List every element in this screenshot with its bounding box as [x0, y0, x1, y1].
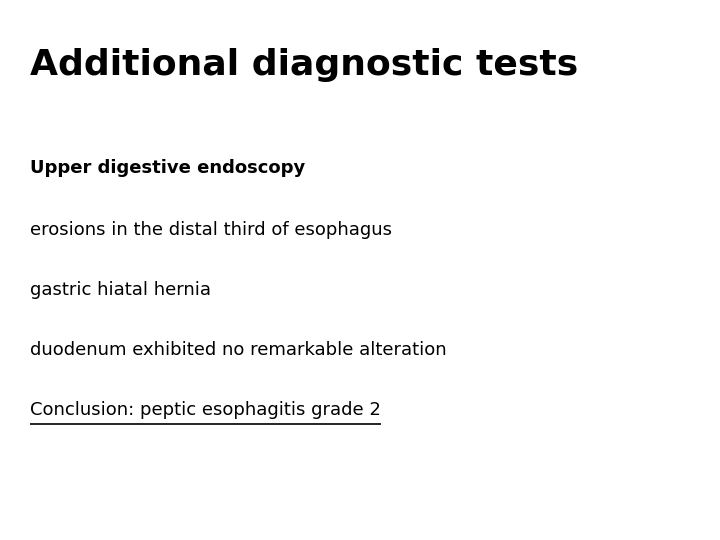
Text: erosions in the distal third of esophagus: erosions in the distal third of esophagu… — [30, 221, 392, 239]
Text: Upper digestive endoscopy: Upper digestive endoscopy — [30, 159, 305, 178]
Text: Conclusion: peptic esophagitis grade 2: Conclusion: peptic esophagitis grade 2 — [30, 401, 381, 419]
Text: Additional diagnostic tests: Additional diagnostic tests — [30, 49, 578, 82]
Text: gastric hiatal hernia: gastric hiatal hernia — [30, 281, 211, 299]
Text: duodenum exhibited no remarkable alteration: duodenum exhibited no remarkable alterat… — [30, 341, 447, 359]
